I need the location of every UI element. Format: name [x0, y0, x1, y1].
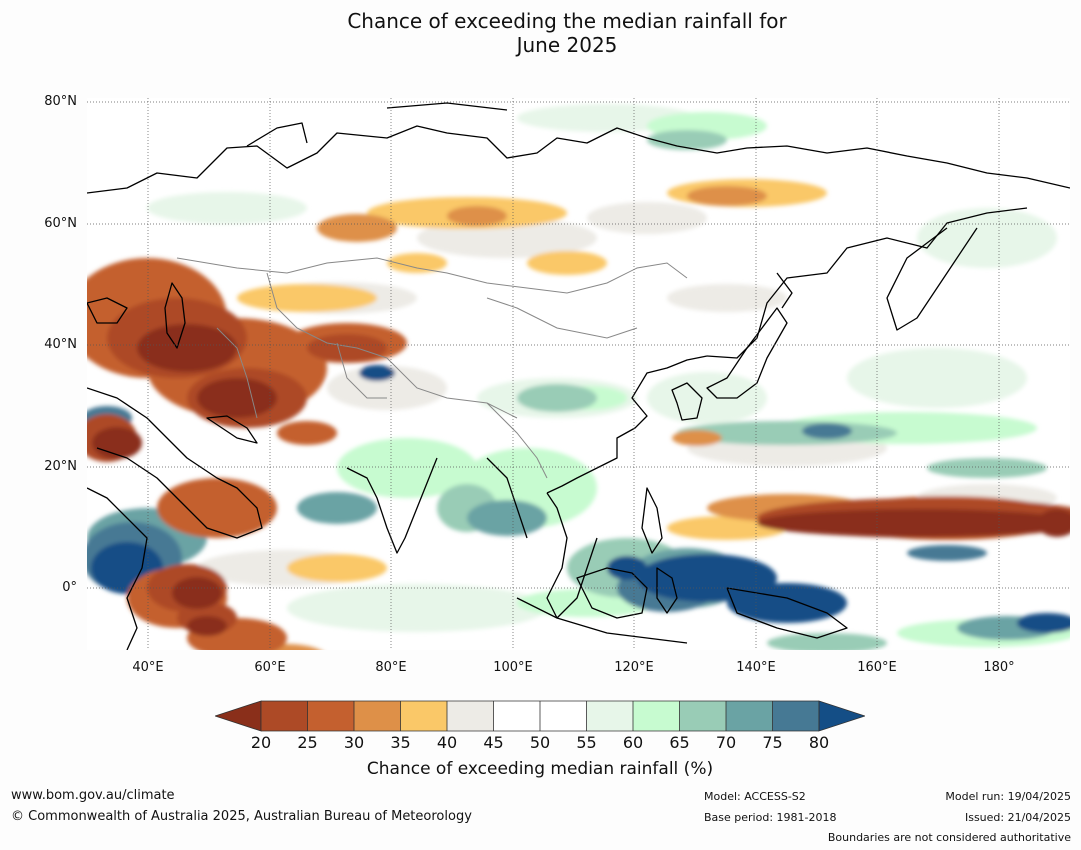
colorbar-svg [213, 700, 867, 732]
map-canvas [87, 98, 1070, 650]
lat-label-80n: 80°N [44, 94, 77, 109]
colorbar-tick-65: 65 [669, 733, 690, 752]
colorbar [213, 700, 867, 732]
country-boundaries [176, 257, 688, 479]
colorbar-above-80 [818, 700, 867, 732]
colorbar-tick-25: 25 [297, 733, 318, 752]
colorbar-75-80 [772, 701, 819, 731]
colorbar-25-30 [307, 701, 354, 731]
title-line-2: June 2025 [516, 33, 618, 57]
lat-label-60n: 60°N [44, 216, 77, 231]
colorbar-45-50 [493, 701, 540, 731]
lon-label-160e: 160°E [857, 660, 897, 675]
colorbar-70-75 [726, 701, 773, 731]
lon-label-180: 180° [983, 660, 1015, 675]
colorbar-60-65 [633, 701, 680, 731]
lat-label-20n: 20°N [44, 459, 77, 474]
colorbar-tick-45: 45 [483, 733, 504, 752]
colorbar-tick-75: 75 [762, 733, 783, 752]
colorbar-40-45 [447, 701, 494, 731]
colorbar-tick-40: 40 [436, 733, 458, 752]
colorbar-below-20 [213, 700, 262, 732]
copyright-text: © Commonwealth of Australia 2025, Austra… [11, 809, 472, 824]
colorbar-tick-80: 80 [808, 733, 830, 752]
colorbar-tick-50: 50 [529, 733, 551, 752]
colorbar-tick-60: 60 [622, 733, 644, 752]
colorbar-tick-55: 55 [576, 733, 597, 752]
colorbar-65-70 [679, 701, 726, 731]
boundaries-disclaimer: Boundaries are not considered authoritat… [827, 831, 1071, 844]
colorbar-50-55 [540, 701, 587, 731]
website-link[interactable]: www.bom.gov.au/climate [11, 788, 175, 803]
colorbar-35-40 [400, 701, 447, 731]
lon-label-60e: 60°E [254, 660, 286, 675]
model-run-date: Model run: 19/04/2025 [945, 790, 1071, 803]
colorbar-55-60 [586, 701, 633, 731]
title-line-1: Chance of exceeding the median rainfall … [347, 9, 787, 33]
lat-label-0: 0° [62, 580, 77, 595]
coastlines [87, 102, 1070, 650]
rainfall-map [87, 98, 1070, 650]
colorbar-30-35 [354, 701, 401, 731]
lon-label-80e: 80°E [375, 660, 407, 675]
base-period: Base period: 1981-2018 [704, 811, 837, 824]
colorbar-label: Chance of exceeding median rainfall (%) [366, 759, 714, 779]
model-name: Model: ACCESS-S2 [704, 790, 806, 803]
colorbar-tick-20: 20 [250, 733, 272, 752]
issued-date: Issued: 21/04/2025 [964, 811, 1071, 824]
lon-label-120e: 120°E [614, 660, 654, 675]
colorbar-20-25 [261, 701, 308, 731]
graticule [87, 98, 1070, 650]
lon-label-40e: 40°E [132, 660, 164, 675]
lon-label-100e: 100°E [493, 660, 533, 675]
chart-title: Chance of exceeding the median rainfall … [0, 9, 1081, 57]
colorbar-tick-30: 30 [343, 733, 365, 752]
colorbar-tick-70: 70 [715, 733, 737, 752]
lat-label-40n: 40°N [44, 337, 77, 352]
lon-label-140e: 140°E [736, 660, 776, 675]
colorbar-tick-35: 35 [390, 733, 411, 752]
